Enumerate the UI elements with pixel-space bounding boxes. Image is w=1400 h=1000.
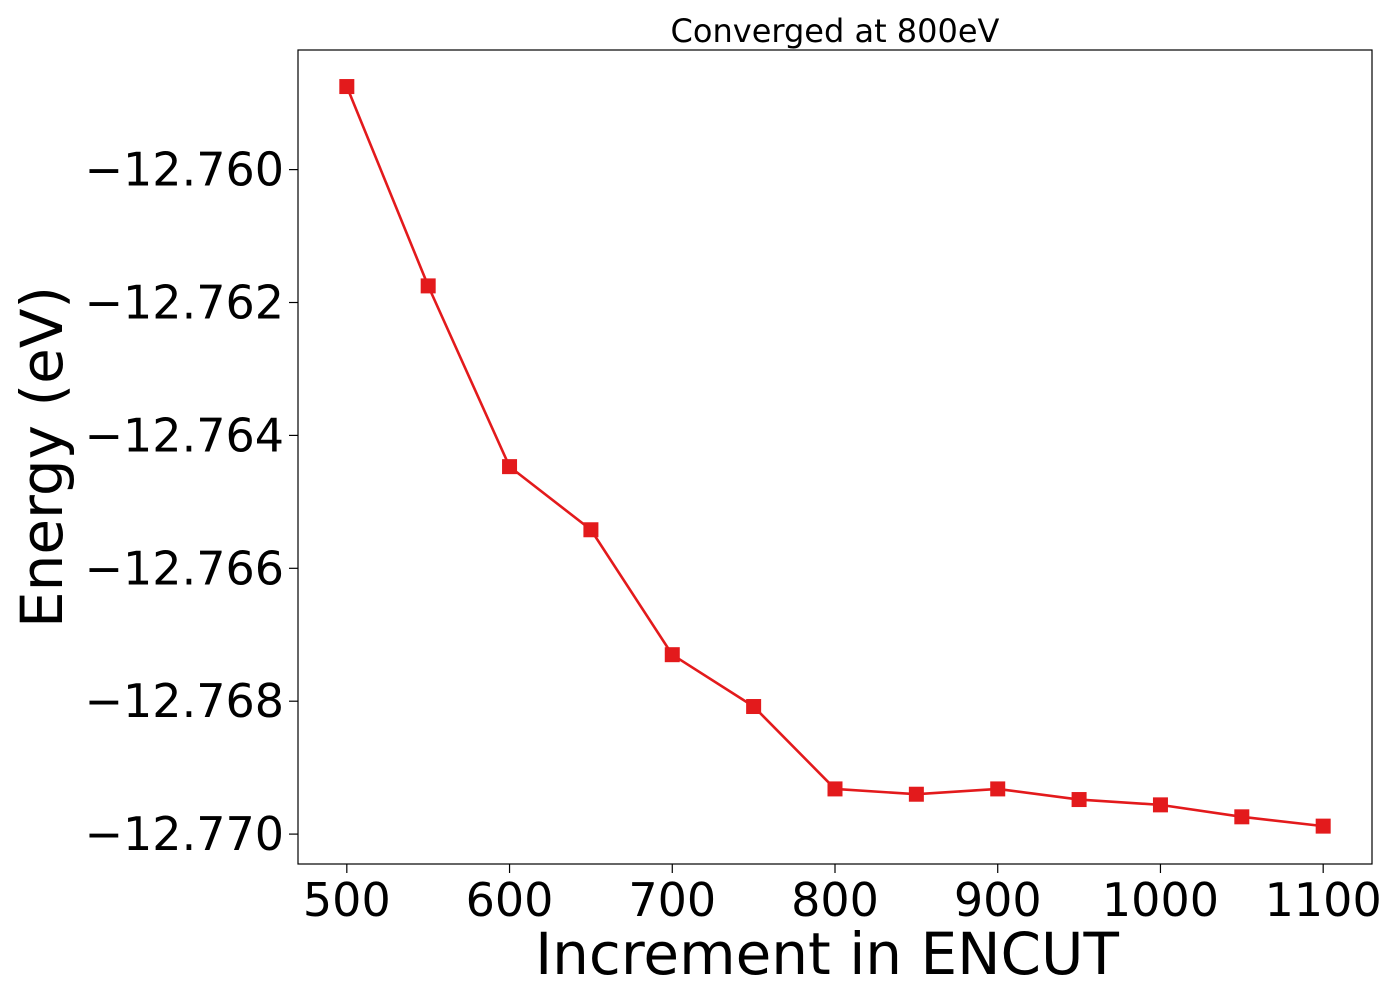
data-point-marker: [420, 278, 436, 294]
data-point-marker: [1315, 818, 1331, 834]
data-point-marker: [908, 786, 924, 802]
data-point-marker: [990, 781, 1006, 797]
x-tick-label: 1100: [1265, 873, 1382, 927]
y-tick-label: −12.768: [85, 674, 285, 728]
x-tick-label: 500: [303, 873, 391, 927]
x-tick-label: 800: [791, 873, 879, 927]
data-point-marker: [746, 699, 762, 715]
x-axis-label: Increment in ENCUT: [535, 920, 1119, 988]
series-layer: [339, 79, 1331, 834]
y-tick-label: −12.762: [85, 276, 285, 330]
x-axis-ticks: 500 600 700 800 900 1000 1100: [303, 864, 1382, 927]
chart-title: Converged at 800eV: [671, 12, 1000, 50]
data-point-marker: [1071, 792, 1087, 808]
y-tick-label: −12.764: [85, 408, 285, 462]
x-tick-label: 600: [466, 873, 554, 927]
y-tick-label: −12.766: [85, 541, 285, 595]
data-point-marker: [1234, 809, 1250, 825]
data-point-marker: [664, 647, 680, 663]
y-tick-label: −12.770: [85, 807, 285, 861]
x-tick-label: 1000: [1102, 873, 1219, 927]
plot-area: [298, 50, 1372, 864]
y-axis-label: Energy (eV): [8, 286, 76, 628]
data-point-marker: [1152, 797, 1168, 813]
x-tick-label: 900: [954, 873, 1042, 927]
data-point-marker: [502, 459, 518, 475]
data-point-marker: [827, 781, 843, 797]
plot-frame: [297, 49, 1373, 865]
data-point-marker: [339, 79, 355, 95]
x-tick-label: 700: [628, 873, 716, 927]
data-point-marker: [583, 522, 599, 538]
y-axis-ticks: −12.760 −12.762 −12.764 −12.766 −12.768 −12.7…: [85, 143, 298, 861]
y-tick-label: −12.760: [85, 143, 285, 197]
